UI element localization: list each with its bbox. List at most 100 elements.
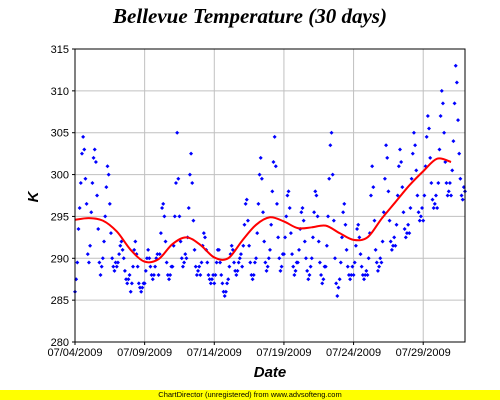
data-point	[440, 101, 445, 106]
data-point	[218, 260, 223, 265]
data-point	[259, 176, 264, 181]
data-point	[413, 143, 418, 148]
footer-credit: ChartDirector (unregistered) from www.ad…	[0, 390, 500, 400]
data-point	[401, 210, 406, 215]
data-point	[197, 264, 202, 269]
data-point	[96, 226, 101, 231]
data-point	[435, 206, 440, 211]
data-point	[345, 264, 350, 269]
data-point	[377, 264, 382, 269]
data-point	[81, 134, 86, 139]
data-point	[439, 88, 444, 93]
grid-lines	[74, 48, 465, 343]
y-axis-ticks: 280 285 290 295 300 305 310 315	[51, 44, 75, 349]
data-point	[452, 101, 457, 106]
data-point	[309, 256, 314, 261]
data-point	[121, 256, 126, 261]
data-point	[170, 264, 175, 269]
data-point	[79, 151, 84, 156]
data-point	[344, 247, 349, 252]
data-point	[257, 172, 262, 177]
data-point	[402, 226, 407, 231]
data-point	[104, 185, 109, 190]
data-point	[110, 256, 115, 261]
data-point	[117, 252, 122, 257]
data-point	[82, 147, 87, 152]
data-point	[191, 218, 196, 223]
data-point	[138, 285, 142, 290]
data-point	[157, 252, 162, 257]
data-point	[173, 180, 178, 185]
data-point	[226, 277, 231, 282]
data-point	[281, 252, 286, 257]
y-tick-label: 315	[51, 44, 69, 56]
data-point	[266, 256, 271, 261]
data-point	[451, 139, 456, 144]
data-point	[77, 206, 82, 211]
data-point	[460, 197, 465, 202]
data-point	[417, 218, 422, 223]
data-point	[186, 206, 191, 211]
data-point	[124, 277, 129, 282]
data-point	[261, 210, 266, 215]
data-point	[437, 147, 442, 152]
data-point	[283, 235, 288, 240]
data-point	[438, 113, 443, 118]
data-point	[373, 247, 378, 252]
data-point	[237, 256, 242, 261]
data-point	[251, 273, 256, 278]
data-point	[432, 201, 437, 206]
data-point	[247, 243, 252, 248]
data-point	[194, 273, 199, 278]
data-point	[393, 243, 398, 248]
data-point	[131, 264, 136, 269]
data-point	[176, 176, 181, 181]
data-point	[214, 260, 219, 265]
data-point	[89, 210, 94, 215]
data-point	[135, 264, 140, 269]
data-point	[268, 247, 272, 252]
data-point	[203, 235, 207, 240]
data-point	[102, 239, 107, 244]
data-point	[220, 281, 225, 286]
data-point	[103, 214, 108, 219]
data-point	[353, 243, 358, 248]
data-point	[111, 264, 116, 269]
data-point	[85, 252, 90, 257]
data-point	[425, 113, 430, 118]
data-point	[336, 285, 341, 290]
data-point	[349, 273, 354, 278]
data-point	[95, 193, 100, 198]
data-point	[256, 201, 261, 206]
data-point	[172, 214, 177, 219]
data-point	[163, 239, 168, 244]
x-tick-label: 07/04/2009	[47, 347, 102, 359]
data-point	[143, 268, 148, 273]
data-point	[291, 264, 296, 269]
y-tick-label: 300	[51, 170, 69, 182]
data-point	[93, 160, 98, 165]
data-point	[118, 243, 123, 248]
data-point	[277, 256, 282, 261]
data-point	[144, 256, 149, 261]
data-point	[146, 247, 151, 252]
data-point	[248, 260, 253, 265]
data-point	[271, 160, 276, 165]
data-point	[324, 243, 329, 248]
data-point	[305, 268, 310, 273]
data-point	[122, 268, 127, 273]
data-point	[76, 226, 81, 231]
data-point	[450, 168, 455, 173]
data-point	[196, 268, 201, 273]
data-point	[368, 193, 373, 198]
data-point	[142, 281, 147, 286]
data-point	[98, 273, 103, 278]
data-point	[233, 268, 238, 273]
y-tick-label: 280	[51, 337, 69, 349]
data-point	[420, 206, 425, 211]
chart-canvas: 280 285 290 295 300 305 310 315 07/04/2009 07/09…	[25, 44, 467, 381]
data-point	[211, 273, 216, 278]
data-point	[276, 235, 281, 240]
data-point	[223, 289, 228, 294]
data-point	[414, 168, 419, 173]
